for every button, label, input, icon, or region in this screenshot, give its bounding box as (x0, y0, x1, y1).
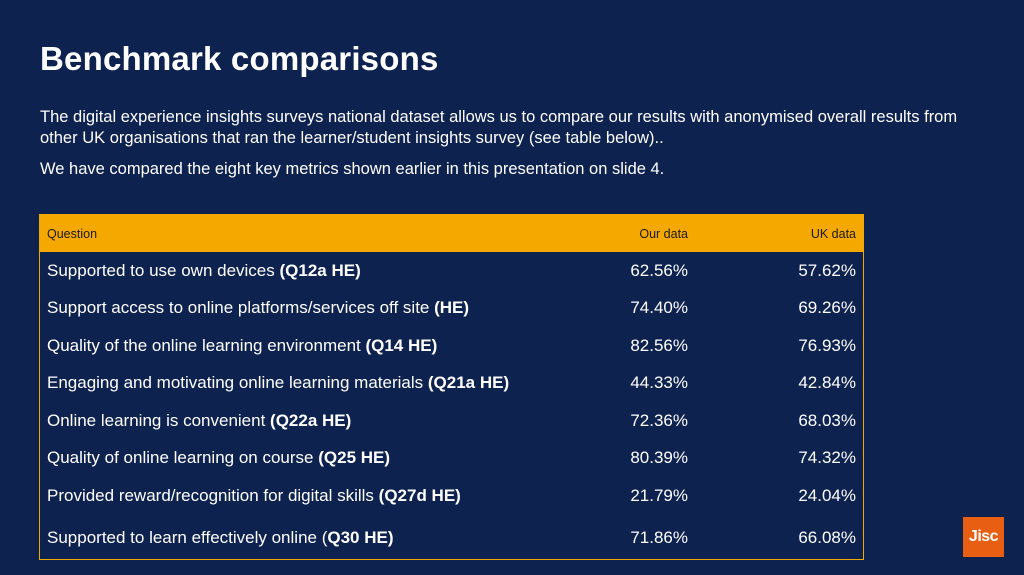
question-text: Quality of online learning on course (47, 448, 319, 468)
question-code: (Q27d HE) (378, 485, 461, 505)
question-text: Online learning is convenient (47, 410, 271, 430)
table-row: Provided reward/recognition for digital … (40, 477, 863, 515)
question-text: Support access to online platforms/servi… (47, 298, 435, 318)
question-cell: Quality of the online learning environme… (40, 327, 565, 365)
our-data-cell: 71.86% (630, 527, 688, 547)
our-data-cell: 21.79% (630, 485, 688, 505)
question-code: (Q21a HE) (427, 373, 510, 393)
our-data-cell: 80.39% (630, 448, 688, 468)
table-row: Quality of online learning on course (Q2… (40, 440, 863, 478)
table-row: Supported to learn effectively online (Q… (40, 515, 863, 561)
question-text: Supported to use own devices (47, 260, 280, 280)
question-code: (Q14 HE) (365, 335, 438, 355)
uk-data-cell: 57.62% (798, 260, 856, 280)
our-data-cell: 72.36% (630, 410, 688, 430)
question-cell: Support access to online platforms/servi… (40, 290, 565, 328)
header-our-data: Our data (639, 226, 688, 241)
table-row: Quality of the online learning environme… (40, 327, 863, 365)
question-code: Q30 HE) (327, 527, 394, 547)
header-question: Question (47, 226, 98, 241)
question-cell: Supported to use own devices (Q12a HE) (40, 252, 565, 290)
table-row: Support access to online platforms/servi… (40, 290, 863, 328)
question-text: Quality of the online learning environme… (47, 335, 366, 355)
intro-text: The digital experience insights surveys … (40, 107, 980, 190)
question-cell: Supported to learn effectively online (Q… (40, 515, 565, 561)
table-row: Engaging and motivating online learning … (40, 365, 863, 403)
uk-data-cell: 66.08% (798, 527, 856, 547)
benchmark-table: Question Our data UK data Supported to u… (39, 214, 864, 560)
table-row: Online learning is convenient (Q22a HE) 7… (40, 402, 863, 440)
uk-data-cell: 76.93% (798, 335, 856, 355)
jisc-logo: Jisc (963, 517, 1004, 557)
question-cell: Online learning is convenient (Q22a HE) (40, 402, 565, 440)
intro-paragraph-2: We have compared the eight key metrics s… (40, 160, 665, 178)
our-data-cell: 82.56% (630, 335, 688, 355)
question-code: (Q25 HE) (318, 448, 391, 468)
table-row: Supported to use own devices (Q12a HE) 62… (40, 252, 863, 290)
our-data-cell: 62.56% (630, 260, 688, 280)
table-header-row: Question Our data UK data (40, 215, 863, 252)
uk-data-cell: 42.84% (798, 373, 856, 393)
uk-data-cell: 24.04% (798, 485, 856, 505)
question-code: (Q12a HE) (279, 260, 361, 280)
header-uk-data: UK data (810, 226, 856, 241)
uk-data-cell: 69.26% (798, 298, 856, 318)
question-code: (Q22a HE) (270, 410, 352, 430)
question-text: Engaging and motivating online learning … (47, 373, 428, 393)
slide-title: Benchmark comparisons (40, 40, 439, 77)
question-cell: Provided reward/recognition for digital … (40, 477, 565, 515)
question-text: Supported to learn effectively online ( (47, 527, 328, 547)
our-data-cell: 44.33% (630, 373, 688, 393)
uk-data-cell: 68.03% (798, 410, 856, 430)
question-cell: Engaging and motivating online learning … (40, 365, 565, 403)
question-text: Provided reward/recognition for digital … (47, 485, 379, 505)
question-code: (HE) (434, 298, 470, 318)
our-data-cell: 74.40% (630, 298, 688, 318)
question-cell: Quality of online learning on course (Q2… (40, 440, 565, 478)
uk-data-cell: 74.32% (798, 448, 856, 468)
intro-paragraph-1: The digital experience insights surveys … (40, 108, 958, 147)
